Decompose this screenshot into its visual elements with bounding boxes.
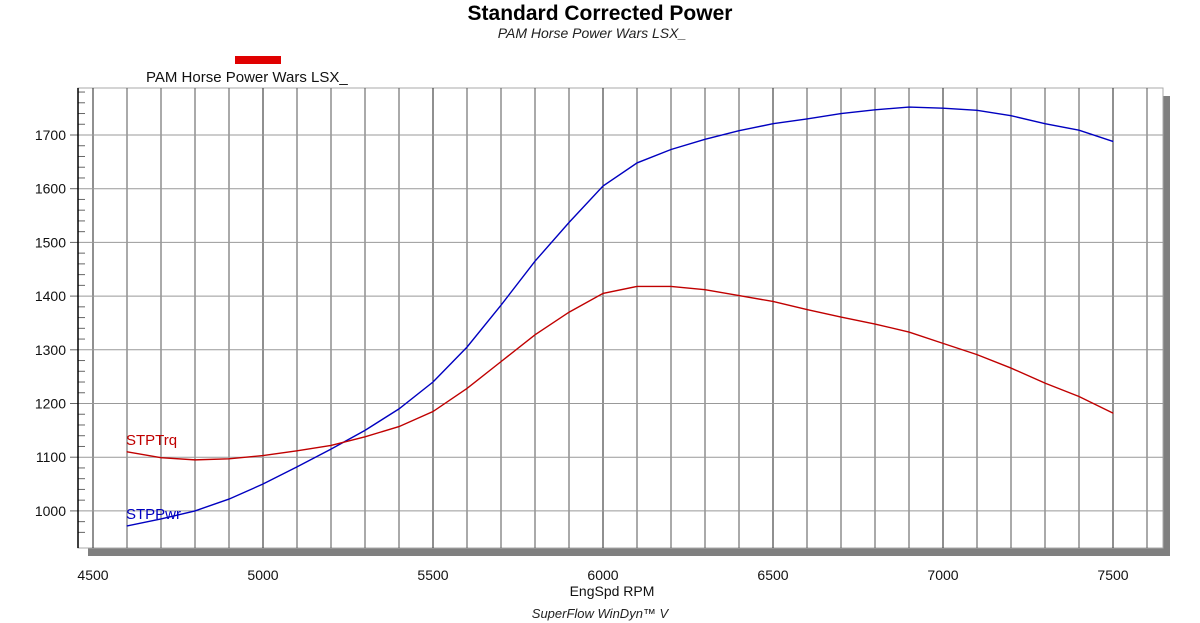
series-label-stptrq: STPTrq [126, 432, 177, 449]
data-point-stppwr [262, 483, 264, 485]
series-line-stppwr [126, 106, 1114, 527]
y-tick-label: 1300 [35, 342, 66, 358]
chart-title: Standard Corrected Power [468, 2, 733, 25]
chart-subtitle: PAM Horse Power Wars LSX_ [498, 25, 687, 41]
data-point-stptrq [534, 334, 536, 336]
y-tick-label: 1200 [35, 396, 66, 412]
data-point-stptrq [738, 294, 740, 297]
data-point-stptrq [432, 410, 434, 413]
data-point-stptrq [160, 457, 162, 459]
legend-label: PAM Horse Power Wars LSX_ [146, 69, 348, 86]
footer-text: SuperFlow WinDyn™ V [532, 606, 670, 621]
data-point-stppwr [330, 448, 332, 450]
y-tick-label: 1100 [36, 449, 66, 465]
data-point-stptrq [670, 285, 672, 288]
data-point-stppwr [534, 260, 536, 262]
data-point-stppwr [296, 466, 298, 468]
data-point-stppwr [228, 498, 230, 500]
data-point-stptrq [364, 436, 366, 438]
data-point-stppwr [806, 118, 808, 120]
data-point-stppwr [908, 106, 910, 108]
y-tick-label: 1500 [35, 234, 66, 250]
data-point-stptrq [500, 361, 502, 363]
data-point-stptrq [330, 444, 332, 446]
series-line-stptrq [126, 285, 1114, 461]
data-point-stppwr [670, 148, 672, 151]
data-point-stptrq [466, 387, 468, 390]
data-point-stppwr [364, 429, 366, 431]
data-point-stptrq [942, 342, 944, 344]
data-point-stppwr [432, 381, 434, 383]
data-point-stppwr [160, 518, 162, 520]
y-tick-label: 1600 [35, 181, 66, 197]
data-point-stppwr [942, 107, 944, 109]
data-point-stppwr [976, 109, 978, 111]
data-point-stptrq [1010, 367, 1012, 369]
x-axis-label: EngSpd RPM [570, 583, 655, 599]
data-point-stppwr [1044, 123, 1046, 125]
data-point-stptrq [704, 289, 706, 291]
data-point-stptrq [398, 425, 400, 428]
x-tick-label: 6500 [757, 567, 788, 583]
y-tick-label: 1700 [35, 127, 66, 143]
data-point-stptrq [602, 292, 604, 295]
data-point-stptrq [806, 308, 808, 311]
data-point-stptrq [1112, 412, 1114, 414]
x-tick-label: 6000 [587, 567, 618, 583]
data-point-stppwr [772, 123, 774, 125]
x-tick-label: 7500 [1097, 567, 1128, 583]
data-point-stppwr [1010, 115, 1012, 117]
data-point-stptrq [262, 454, 264, 457]
data-point-stppwr [500, 304, 502, 306]
data-point-stptrq [228, 458, 230, 460]
plot-shadow-right [1163, 96, 1170, 556]
data-point-stppwr [874, 109, 876, 111]
data-point-stppwr [840, 112, 842, 115]
plot-area [77, 87, 1164, 549]
data-point-stptrq [126, 451, 128, 453]
x-tick-label: 4500 [77, 567, 108, 583]
data-point-stptrq [840, 316, 842, 318]
y-tick-label: 1000 [35, 503, 66, 519]
data-point-stptrq [568, 311, 570, 313]
plot-shadow-bottom [88, 548, 1170, 556]
data-point-stptrq [772, 300, 774, 303]
data-point-stptrq [874, 323, 876, 325]
data-point-stptrq [1078, 395, 1080, 398]
data-point-stptrq [908, 331, 910, 333]
data-point-stptrq [296, 450, 298, 452]
data-point-stptrq [976, 354, 978, 356]
data-point-stptrq [194, 459, 196, 461]
data-point-stppwr [1112, 140, 1114, 143]
data-point-stppwr [398, 408, 400, 410]
y-tick-label: 1400 [35, 288, 66, 304]
data-point-stppwr [568, 221, 570, 224]
data-point-stptrq [1044, 382, 1046, 384]
data-point-stppwr [602, 185, 604, 187]
legend-swatch [235, 56, 281, 64]
data-point-stppwr [466, 346, 468, 348]
data-point-stppwr [126, 525, 128, 527]
data-point-stppwr [636, 162, 638, 164]
data-point-stptrq [636, 285, 638, 288]
data-point-stppwr [194, 510, 196, 512]
data-point-stppwr [1078, 129, 1080, 131]
data-point-stppwr [704, 138, 706, 140]
x-tick-label: 7000 [927, 567, 958, 583]
data-point-stppwr [738, 130, 740, 132]
series-label-stppwr: STPPwr [126, 506, 181, 523]
x-tick-label: 5000 [247, 567, 278, 583]
x-tick-label: 5500 [417, 567, 448, 583]
